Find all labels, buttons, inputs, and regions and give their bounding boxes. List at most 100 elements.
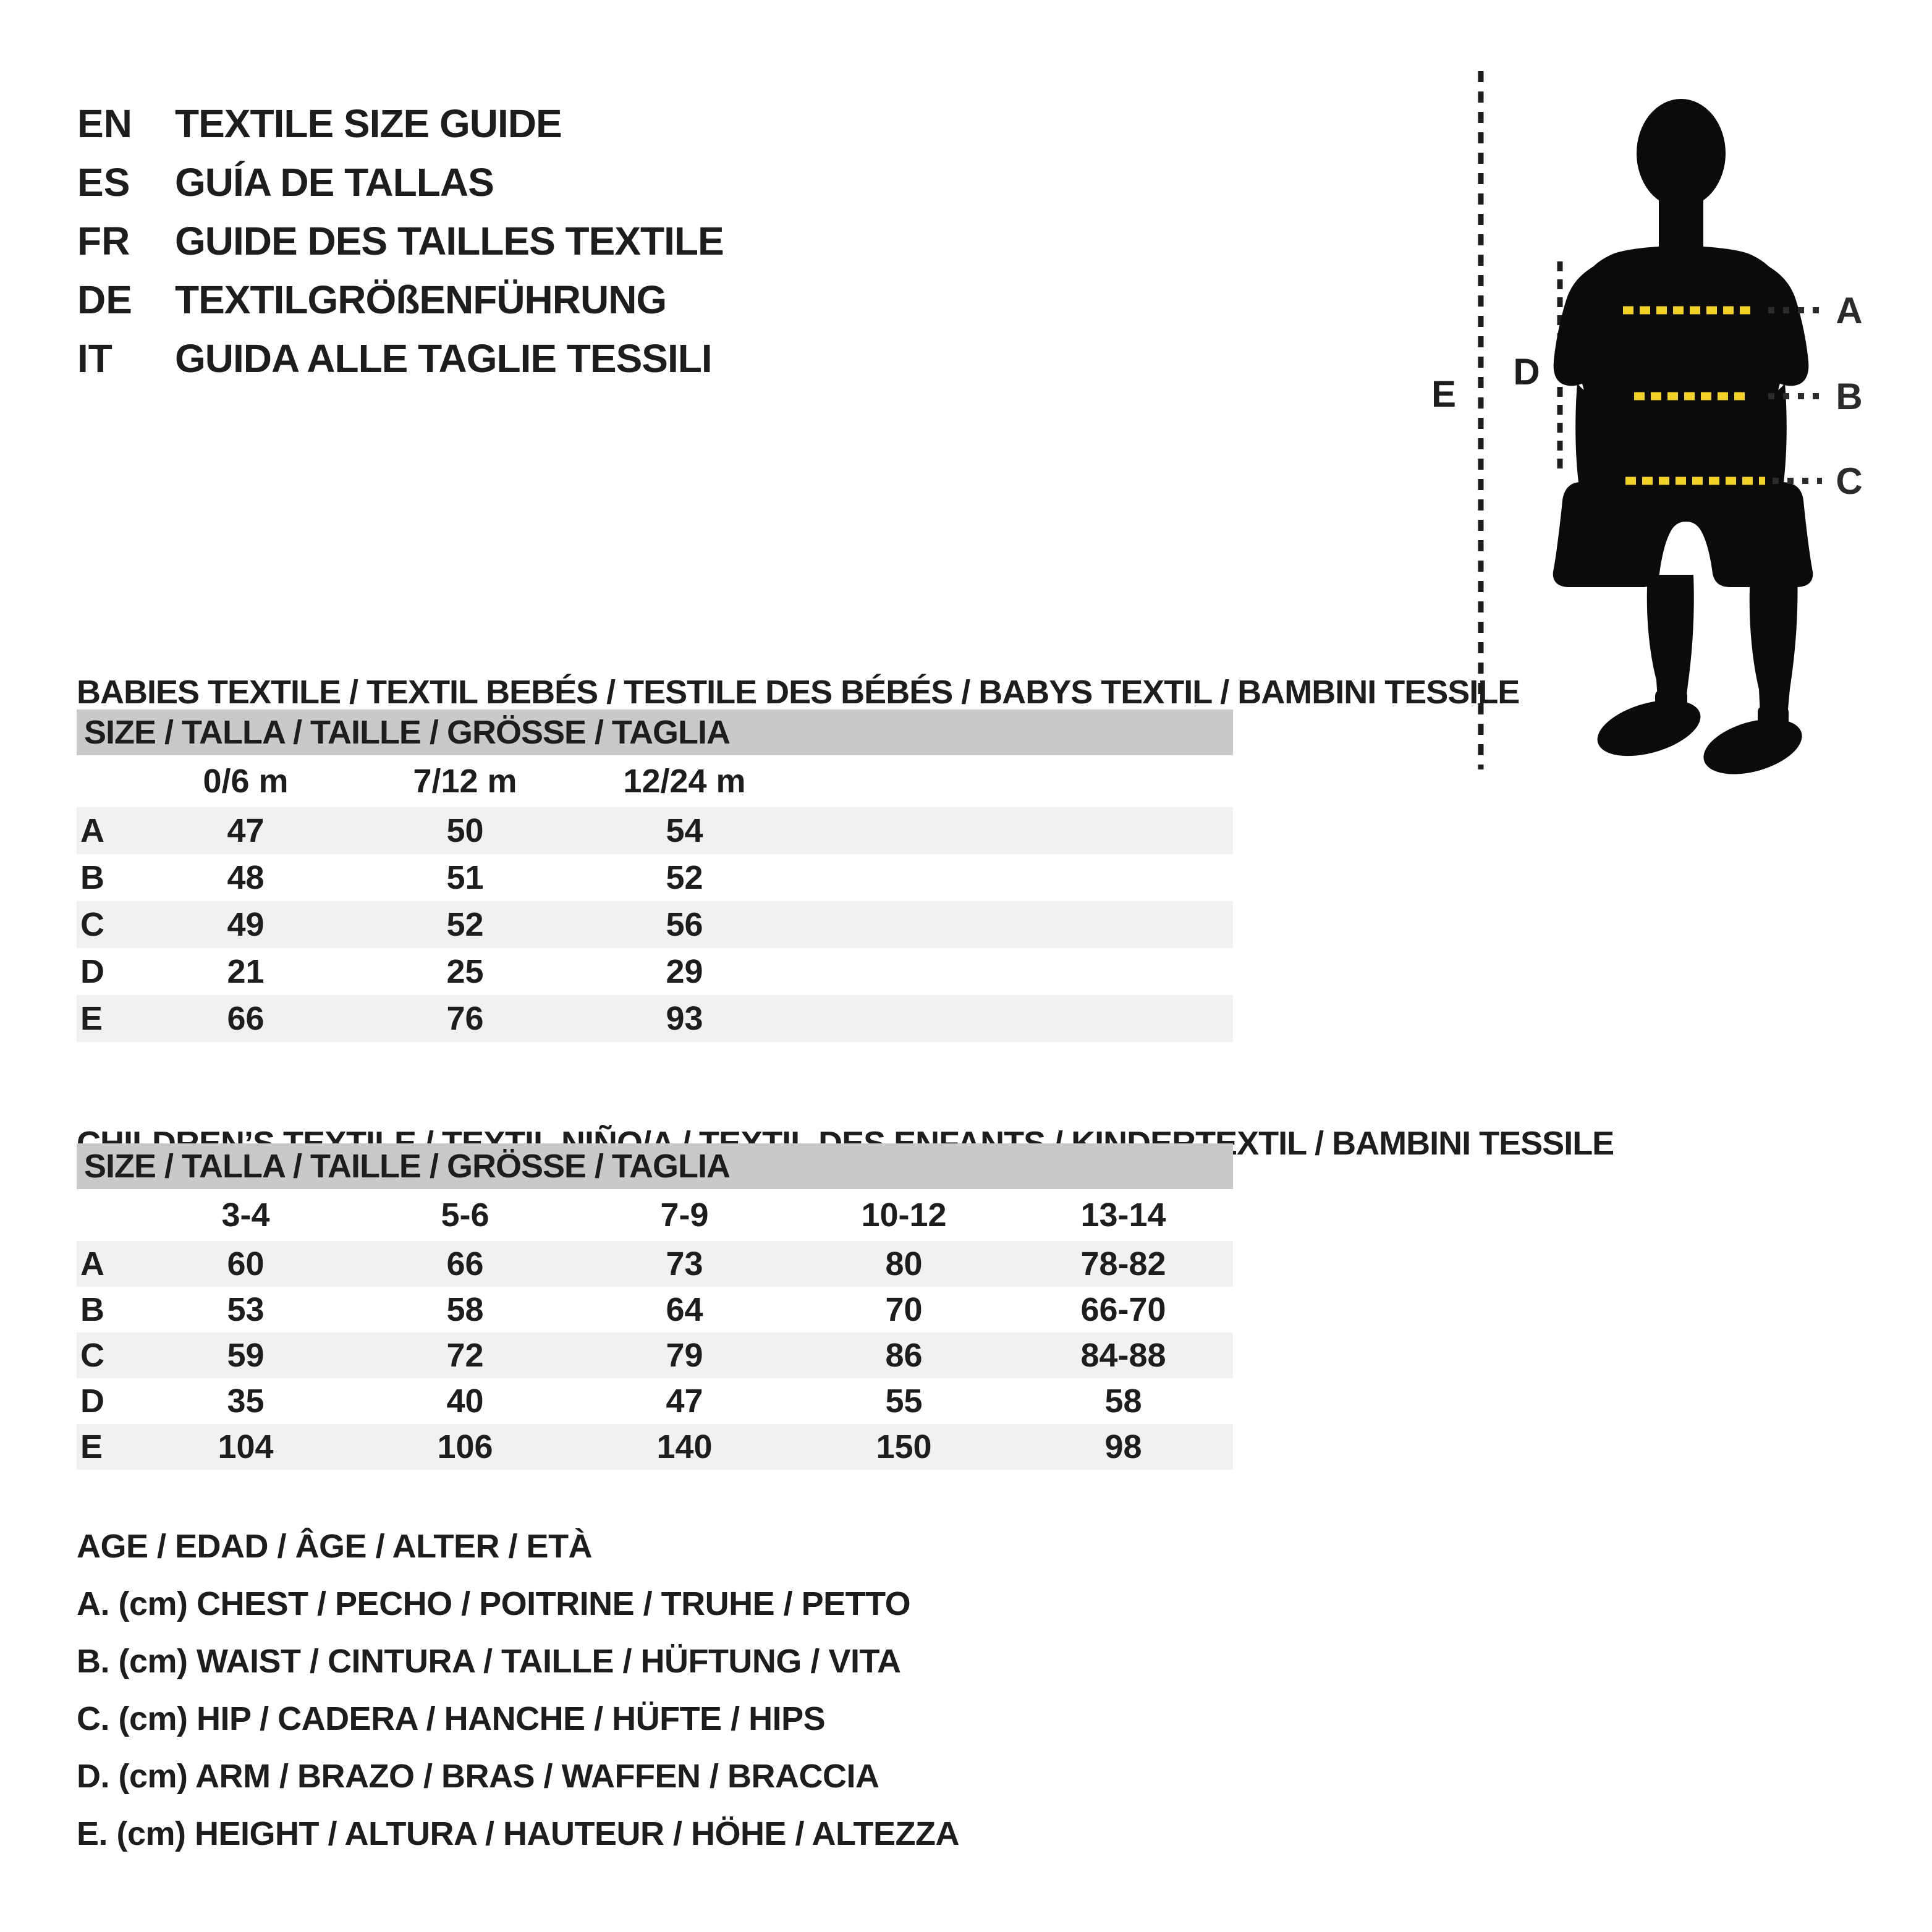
table-cell: 93 [666,1000,703,1037]
size-header-label: SIZE / TALLA / TAILLE / GRÖSSE / TAGLIA [84,1148,731,1185]
table-row: A 60 66 73 80 78-82 [77,1241,1233,1287]
table-cell: 140 [656,1428,713,1465]
children-size-header-bar: SIZE / TALLA / TAILLE / GRÖSSE / TAGLIA [77,1143,1233,1189]
table-cell: 72 [446,1337,484,1374]
size-header-label: SIZE / TALLA / TAILLE / GRÖSSE / TAGLIA [84,714,731,751]
table-cell: 47 [227,812,265,849]
table-cell: 56 [666,906,703,943]
legend-chest: A. (cm) CHEST / PECHO / POITRINE / TRUHE… [77,1585,911,1622]
row-label: C [80,906,104,943]
language-row-it: IT GUIDA ALLE TAGLIE TESSILI [77,329,724,388]
language-code: IT [77,336,112,381]
babies-size-table: SIZE / TALLA / TAILLE / GRÖSSE / TAGLIA … [77,710,1233,1042]
table-cell: 86 [885,1337,923,1374]
language-row-es: ES GUÍA DE TALLAS [77,153,724,211]
table-cell: 73 [666,1245,703,1282]
language-title: GUÍA DE TALLAS [175,159,494,205]
babies-size-header-bar: SIZE / TALLA / TAILLE / GRÖSSE / TAGLIA [77,710,1233,755]
language-row-fr: FR GUIDE DES TAILLES TEXTILE [77,211,724,270]
child-silhouette-icon [1553,99,1813,774]
row-label: A [80,812,104,849]
table-row: C 49 52 56 [77,901,1233,948]
table-cell: 64 [666,1291,703,1328]
column-header: 7/12 m [413,763,517,800]
language-title: TEXTILE SIZE GUIDE [175,101,562,146]
language-row-en: EN TEXTILE SIZE GUIDE [77,94,724,153]
language-code: DE [77,277,132,322]
measurement-legend: AGE / EDAD / ÂGE / ALTER / ETÀ A. (cm) C… [77,1517,959,1862]
babies-section-heading: BABIES TEXTILE / TEXTIL BEBÉS / TESTILE … [77,673,1520,711]
table-cell: 55 [885,1383,923,1420]
column-header: 7-9 [660,1197,709,1234]
table-cell: 106 [437,1428,493,1465]
language-title: GUIDA ALLE TAGLIE TESSILI [175,336,713,381]
table-row: D 21 25 29 [77,948,1233,995]
table-cell: 84-88 [1080,1337,1166,1374]
children-column-header-row: 3-4 5-6 7-9 10-12 13-14 [77,1189,1233,1241]
table-cell: 66 [227,1000,265,1037]
table-cell: 40 [446,1383,484,1420]
legend-age: AGE / EDAD / ÂGE / ALTER / ETÀ [77,1527,593,1565]
legend-hip: C. (cm) HIP / CADERA / HANCHE / HÜFTE / … [77,1700,826,1737]
table-row: B 53 58 64 70 66-70 [77,1287,1233,1332]
table-cell: 59 [227,1337,265,1374]
table-cell: 104 [218,1428,274,1465]
row-label: D [80,1383,104,1420]
figure-label-d: D [1513,351,1540,392]
table-cell: 98 [1104,1428,1142,1465]
row-label: A [80,1245,104,1282]
language-code: FR [77,218,130,263]
column-header: 12/24 m [623,763,746,800]
table-cell: 53 [227,1291,265,1328]
child-measurement-figure: A B C D E [1431,71,1863,774]
table-row: A 47 50 54 [77,807,1233,854]
table-cell: 52 [666,859,703,896]
table-cell: 25 [446,953,484,990]
figure-label-c: C [1836,460,1862,502]
row-label: E [80,1428,103,1465]
table-cell: 48 [227,859,265,896]
figure-label-b: B [1836,376,1862,417]
table-row: E 104 106 140 150 98 [77,1424,1233,1470]
table-cell: 35 [227,1383,265,1420]
row-label: B [80,859,104,896]
language-title: TEXTILGRÖßENFÜHRUNG [175,277,667,322]
table-cell: 29 [666,953,703,990]
table-cell: 70 [885,1291,923,1328]
figure-label-e: E [1431,373,1456,415]
figure-label-a: A [1836,290,1862,331]
language-code: EN [77,101,132,146]
language-title: GUIDE DES TAILLES TEXTILE [175,218,724,263]
table-cell: 80 [885,1245,923,1282]
table-cell: 51 [446,859,484,896]
row-label: D [80,953,104,990]
table-cell: 52 [446,906,484,943]
legend-arm: D. (cm) ARM / BRAZO / BRAS / WAFFEN / BR… [77,1757,879,1795]
table-row: D 35 40 47 55 58 [77,1378,1233,1424]
column-header: 13-14 [1080,1197,1166,1234]
table-cell: 60 [227,1245,265,1282]
table-cell: 49 [227,906,265,943]
legend-height: E. (cm) HEIGHT / ALTURA / HAUTEUR / HÖHE… [77,1815,959,1852]
language-code: ES [77,159,130,205]
table-cell: 58 [1104,1383,1142,1420]
table-cell: 66-70 [1080,1291,1166,1328]
table-row: E 66 76 93 [77,995,1233,1042]
legend-waist: B. (cm) WAIST / CINTURA / TAILLE / HÜFTU… [77,1642,901,1680]
table-cell: 58 [446,1291,484,1328]
children-size-table: SIZE / TALLA / TAILLE / GRÖSSE / TAGLIA … [77,1143,1233,1470]
row-label: E [80,1000,103,1037]
table-cell: 79 [666,1337,703,1374]
table-cell: 150 [876,1428,932,1465]
table-row: C 59 72 79 86 84-88 [77,1332,1233,1378]
table-cell: 78-82 [1080,1245,1166,1282]
table-cell: 50 [446,812,484,849]
table-cell: 66 [446,1245,484,1282]
babies-column-header-row: 0/6 m 7/12 m 12/24 m [77,755,1233,807]
table-row: B 48 51 52 [77,854,1233,901]
column-header: 10-12 [861,1197,947,1234]
row-label: B [80,1291,104,1328]
column-header: 0/6 m [203,763,289,800]
column-header: 3-4 [221,1197,270,1234]
